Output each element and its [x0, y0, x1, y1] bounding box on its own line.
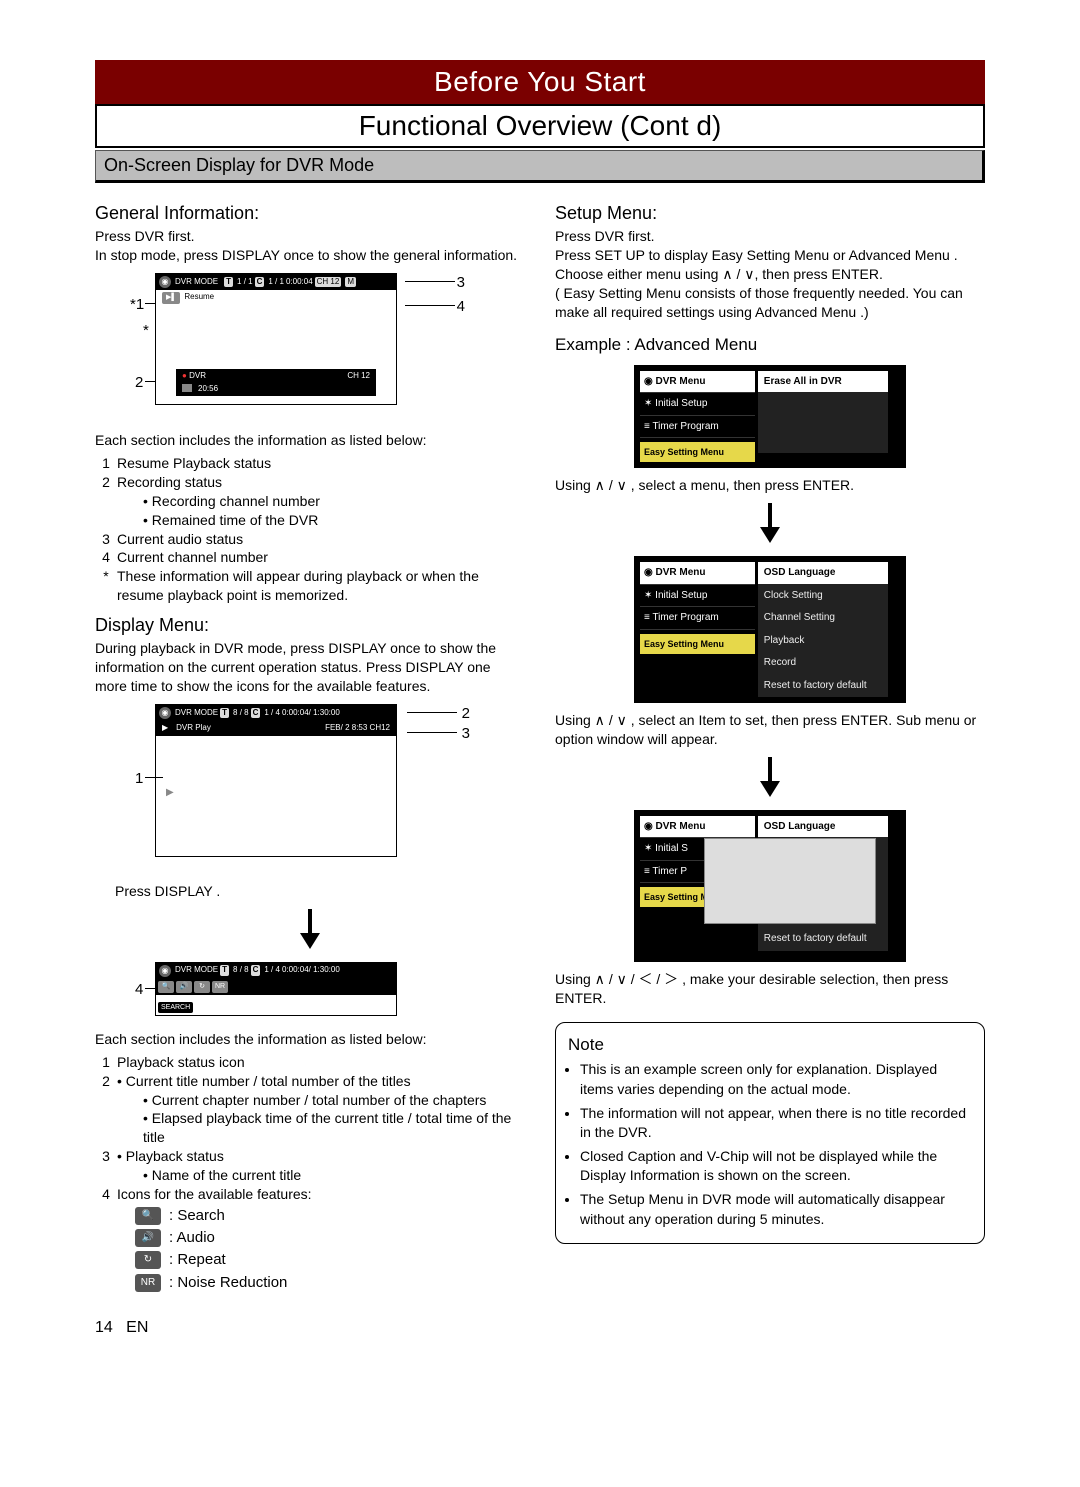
arrow-down-icon [555, 757, 985, 802]
play-indicator-icon: ▶ [166, 786, 174, 800]
advanced-menu-2: ◉ DVR Menu ✶ Initial Setup ≡ Timer Progr… [634, 556, 906, 703]
arrow-down-icon [95, 909, 525, 954]
info-list-1: 1Resume Playback status 2Recording statu… [95, 454, 525, 605]
audio-feature-icon: 🔊 [176, 981, 192, 993]
general-info-p1: Press DVR first. [95, 227, 525, 246]
list-header-2: Each section includes the information as… [95, 1030, 525, 1049]
osd-screen-3: ◉ DVR MODE T 8 / 8 C 1 / 4 0:00:04/ 1:30… [155, 962, 397, 1016]
display-menu-heading: Display Menu: [95, 613, 525, 637]
advanced-menu-1: ◉ DVR Menu ✶ Initial Setup ≡ Timer Progr… [634, 365, 906, 469]
osd-screen-2: ◉ DVR MODE T 8 / 8 C 1 / 4 0:00:04/ 1:30… [155, 704, 397, 857]
press-display-text: Press DISPLAY . [115, 882, 525, 901]
popup-window [704, 838, 876, 924]
mode-icon: ◉ [159, 276, 171, 288]
repeat-icon: ↻ [135, 1251, 161, 1269]
advanced-menu-3: ◉ DVR Menu ✶ Initial S ≡ Timer P Easy Se… [634, 810, 906, 962]
resume-icon: ▶▌ [162, 292, 180, 303]
search-icon: 🔍 [135, 1207, 161, 1225]
mode-text: DVR MODE [175, 277, 218, 288]
info-list-2: 1Playback status icon 2• Current title n… [95, 1053, 525, 1204]
arrow-down-icon [555, 503, 985, 548]
search-feature-icon: 🔍 [158, 981, 174, 993]
left-column: General Information: Press DVR first. In… [95, 193, 525, 1295]
right-column: Setup Menu: Press DVR first. Press SET U… [555, 193, 985, 1295]
example-heading: Example : Advanced Menu [555, 334, 985, 357]
display-menu-p: During playback in DVR mode, press DISPL… [95, 639, 525, 696]
osd-screen-1: ◉ DVR MODE T 1 / 1 C 1 / 1 0:00:04 CH 12… [155, 273, 397, 405]
general-info-p2: In stop mode, press DISPLAY once to show… [95, 246, 525, 265]
general-info-heading: General Information: [95, 201, 525, 225]
page-footer: 14 EN [95, 1319, 985, 1337]
nr-feature-icon: NR [212, 981, 228, 993]
audio-icon: 🔊 [135, 1229, 161, 1247]
list-header-1: Each section includes the information as… [95, 431, 525, 450]
section-title: Functional Overview (Cont d) [95, 104, 985, 148]
sub-section: On-Screen Display for DVR Mode [95, 150, 985, 183]
noise-reduction-icon: NR [135, 1274, 161, 1292]
repeat-feature-icon: ↻ [194, 981, 210, 993]
storage-icon [182, 384, 192, 392]
page-banner: Before You Start [95, 60, 985, 104]
setup-menu-heading: Setup Menu: [555, 201, 985, 225]
note-box: Note This is an example screen only for … [555, 1022, 985, 1245]
